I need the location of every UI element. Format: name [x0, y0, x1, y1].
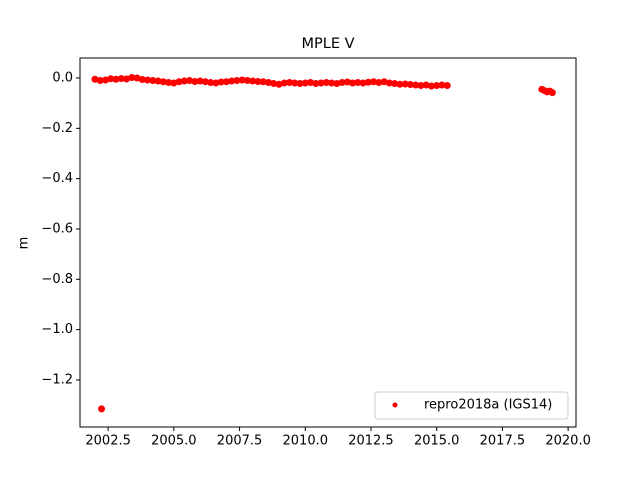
- point: [280, 79, 288, 87]
- point: [201, 78, 209, 86]
- point: [285, 79, 293, 87]
- legend-label: repro2018a (IGS14): [424, 398, 552, 413]
- point: [222, 78, 230, 86]
- legend-box: [374, 391, 569, 420]
- point: [406, 81, 414, 89]
- point: [186, 77, 194, 85]
- x-tick-label: 2020.0: [545, 434, 591, 449]
- point: [228, 77, 236, 85]
- y-axis-label: m: [17, 237, 32, 250]
- y-tick-label: −0.8: [41, 272, 73, 287]
- point: [548, 89, 556, 97]
- point: [138, 76, 146, 84]
- y-tick-label: −0.4: [41, 171, 73, 186]
- chart-title: MPLE V: [301, 36, 354, 52]
- point: [443, 82, 451, 90]
- point: [180, 77, 188, 85]
- legend-marker: [392, 402, 398, 408]
- x-tick-label: 2007.5: [217, 434, 263, 449]
- point: [154, 77, 162, 85]
- point: [338, 79, 346, 87]
- point: [159, 78, 167, 86]
- y-tick-label: −1.2: [41, 372, 73, 387]
- point: [207, 79, 215, 87]
- point: [333, 80, 341, 88]
- x-tick-label: 2017.5: [480, 434, 526, 449]
- point: [270, 80, 278, 88]
- point: [117, 75, 125, 83]
- point: [96, 77, 104, 85]
- point: [123, 75, 131, 83]
- point: [91, 75, 99, 83]
- point: [296, 80, 304, 88]
- point: [259, 78, 267, 86]
- x-tick-label: 2012.5: [348, 434, 394, 449]
- point: [165, 79, 173, 87]
- y-tick-label: −0.6: [41, 221, 73, 236]
- point: [385, 79, 393, 87]
- point: [391, 80, 399, 88]
- point: [375, 79, 383, 87]
- point: [128, 74, 136, 82]
- point: [238, 76, 246, 84]
- point: [317, 79, 325, 87]
- point: [359, 79, 367, 87]
- point: [170, 79, 178, 87]
- point: [354, 79, 362, 87]
- point: [217, 78, 225, 86]
- point: [364, 78, 372, 86]
- point: [322, 79, 330, 87]
- point: [433, 82, 441, 90]
- x-tick-label: 2005.0: [151, 434, 197, 449]
- point: [254, 78, 262, 86]
- point: [112, 75, 120, 83]
- point: [107, 75, 115, 83]
- point: [149, 77, 157, 85]
- x-tick-label: 2002.5: [85, 434, 131, 449]
- point: [275, 80, 283, 88]
- point: [133, 74, 141, 82]
- point: [312, 80, 320, 88]
- point: [396, 80, 404, 88]
- point: [401, 80, 409, 88]
- point: [427, 82, 435, 90]
- point: [144, 76, 152, 84]
- point: [191, 78, 199, 86]
- point: [343, 78, 351, 86]
- point: [264, 79, 272, 87]
- point: [438, 81, 446, 89]
- y-tick-label: −1.0: [41, 322, 73, 337]
- point: [101, 76, 109, 84]
- point: [307, 79, 315, 87]
- x-tick-label: 2015.0: [414, 434, 460, 449]
- y-tick-label: 0.0: [52, 71, 73, 86]
- point: [422, 81, 430, 89]
- x-tick-label: 2010.0: [283, 434, 329, 449]
- point: [291, 79, 299, 87]
- point: [380, 78, 388, 86]
- point: [212, 79, 220, 87]
- point: [98, 405, 106, 413]
- point: [370, 78, 378, 86]
- point: [412, 81, 420, 89]
- point: [196, 77, 204, 85]
- point: [243, 77, 251, 85]
- point: [175, 78, 183, 86]
- point: [328, 79, 336, 87]
- point: [301, 79, 309, 87]
- y-tick-label: −0.2: [41, 121, 73, 136]
- point: [349, 79, 357, 87]
- point: [417, 82, 425, 90]
- plot-frame: [79, 57, 577, 428]
- point: [233, 77, 241, 85]
- point: [249, 77, 257, 85]
